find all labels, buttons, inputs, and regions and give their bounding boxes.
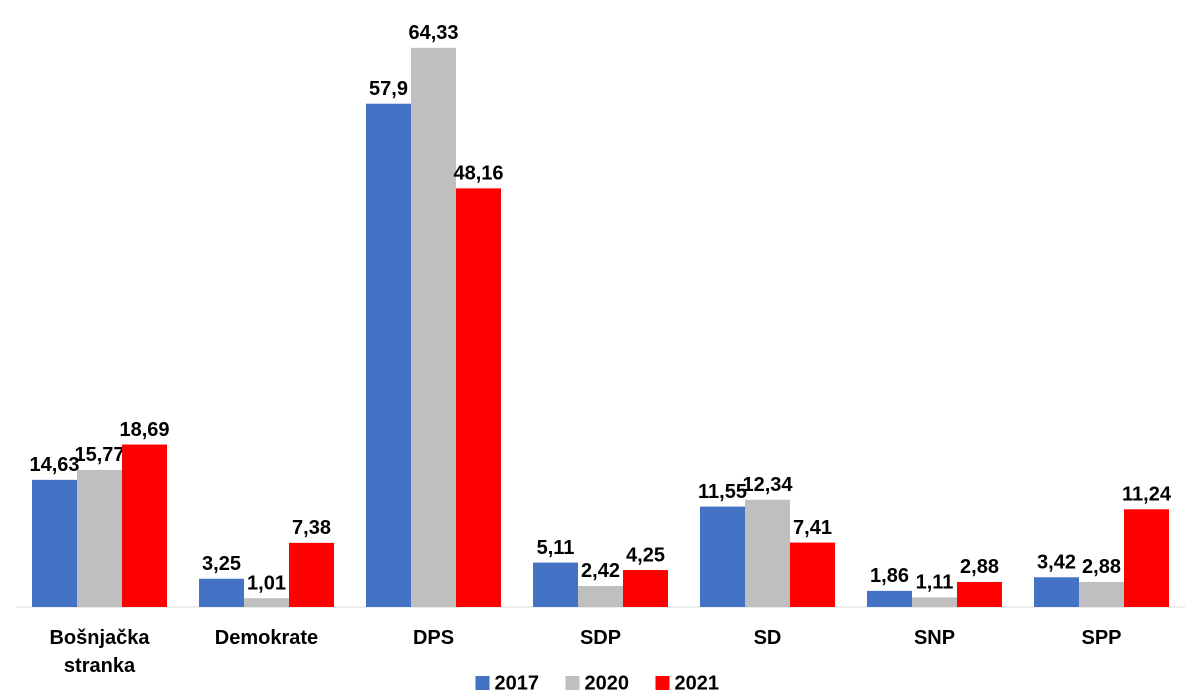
bar [700,506,745,607]
bar [912,597,957,607]
bar [623,570,668,607]
x-tick-label: SDP [579,627,622,649]
bar [456,188,501,607]
bar [1079,581,1124,607]
legend-label: 2017 [495,672,540,693]
bar [122,444,167,607]
x-tick-label: Bošnjačka stranka [49,627,150,677]
legend-swatch [475,676,490,690]
data-label: 18,69 [119,419,169,441]
legend-label: 2020 [585,672,630,693]
bar [32,479,77,607]
bar [533,562,578,607]
legend-swatch [565,676,580,690]
data-label: 64,33 [408,22,458,44]
x-tick-label: Demokrate [214,627,319,649]
data-label: 48,16 [453,163,503,185]
bar [77,469,122,607]
data-label: 3,42 [1037,552,1076,574]
data-label: 5,11 [537,537,575,559]
bar [790,542,835,607]
data-label: 7,41 [793,517,832,539]
data-label: 2,42 [581,560,620,582]
data-label: 3,25 [202,553,241,575]
bar [1124,509,1169,607]
bar [244,598,289,607]
bar [366,103,411,607]
data-label: 1,86 [870,565,909,587]
bar [745,499,790,607]
data-label: 2,88 [960,556,999,578]
data-label: 12,34 [742,474,793,496]
bar [289,542,334,607]
x-tick-label: SPP [1081,627,1122,649]
data-label: 7,38 [292,517,331,539]
x-tick-label: SNP [913,627,956,649]
data-label: 15,77 [74,444,124,466]
bar [199,578,244,607]
bar [578,585,623,607]
data-label: 2,88 [1082,556,1121,578]
legend-swatch [655,676,670,690]
bar [867,590,912,607]
bar [1034,577,1079,607]
data-label: 11,24 [1122,484,1172,506]
x-tick-label: DPS [412,627,455,649]
legend-label: 2021 [675,672,720,693]
data-label: 4,25 [626,544,665,566]
data-label: 1,01 [247,573,286,595]
x-tick-label: SD [753,627,782,649]
data-label: 1,11 [916,572,954,594]
data-label: 57,9 [369,78,408,100]
bar [957,581,1002,607]
bar [411,47,456,607]
data-label: 11,55 [698,481,747,503]
data-label: 14,63 [29,454,79,476]
